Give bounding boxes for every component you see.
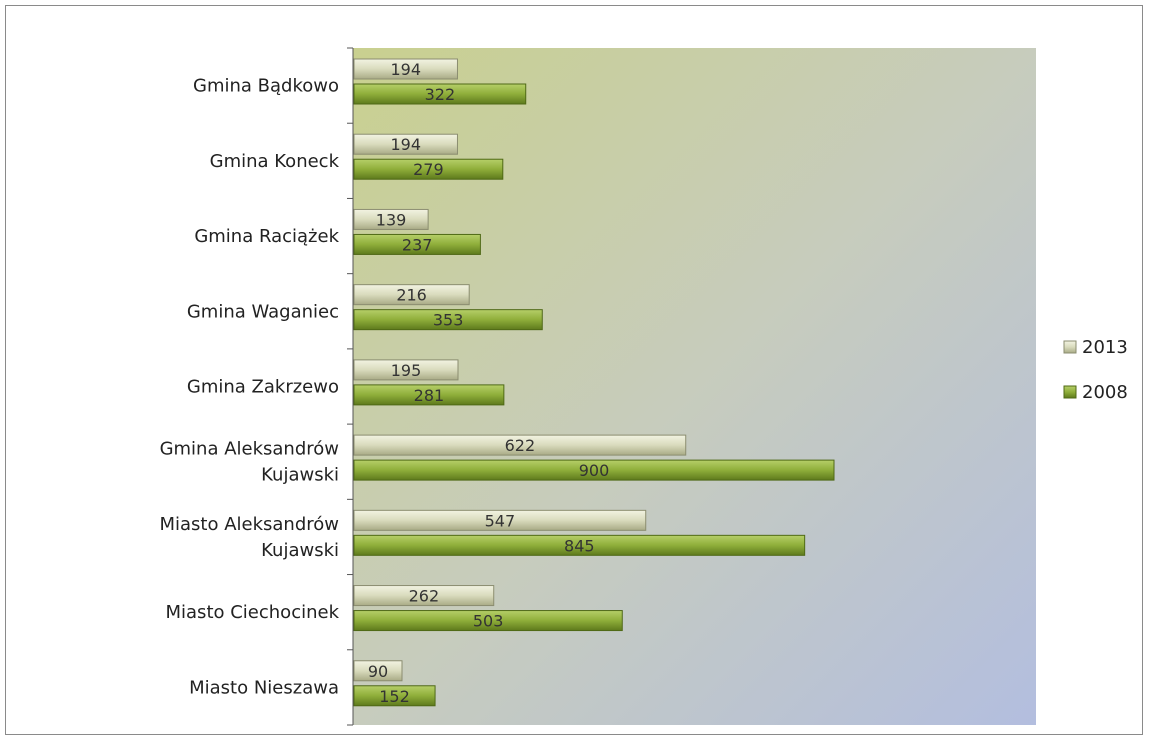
chart-frame: Gmina Bądkowo 194 322 Gmina Koneck 194 279 Gmi… xyxy=(5,5,1143,735)
bar-value-label: 622 xyxy=(505,436,536,455)
category-label: Gmina Zakrzewo xyxy=(187,377,339,398)
bar-2008 xyxy=(353,610,623,632)
bar-value-label: 845 xyxy=(564,536,595,555)
bar-2008 xyxy=(353,233,481,255)
bar-value-label: 322 xyxy=(425,85,456,104)
bar-value-label: 900 xyxy=(579,461,610,480)
bar-2008 xyxy=(353,459,835,481)
bar-value-label: 194 xyxy=(390,135,421,154)
bar-value-label: 281 xyxy=(414,386,445,405)
bar-value-label: 152 xyxy=(379,687,410,706)
category-label: Miasto Aleksandrów Kujawski xyxy=(159,514,339,561)
bar-value-label: 279 xyxy=(413,160,444,179)
legend-label-2008: 2008 xyxy=(1082,382,1128,403)
bar-value-label: 547 xyxy=(485,511,516,530)
bar-value-label: 195 xyxy=(391,361,422,380)
bar-2013 xyxy=(353,660,403,682)
bar-value-label: 262 xyxy=(409,587,440,606)
category-label: Gmina Aleksandrów Kujawski xyxy=(160,439,339,486)
legend-label-2013: 2013 xyxy=(1082,337,1128,358)
bar-2013 xyxy=(353,509,647,531)
bar-2013 xyxy=(353,133,458,155)
category-label: Gmina Waganiec xyxy=(187,301,339,322)
bar-2008 xyxy=(353,158,504,180)
category-label: Miasto Ciechocinek xyxy=(166,602,340,623)
bar-value-label: 90 xyxy=(368,662,388,681)
bar-2013 xyxy=(353,284,470,306)
bar-value-label: 237 xyxy=(402,235,433,254)
category-label: Miasto Nieszawa xyxy=(189,677,339,698)
bar-value-label: 194 xyxy=(390,60,421,79)
bar-2008 xyxy=(353,384,505,406)
category-label: Gmina Koneck xyxy=(210,151,340,172)
bar-2013 xyxy=(353,434,687,456)
bar-2013 xyxy=(353,58,458,80)
bar-2008 xyxy=(353,534,806,556)
bar-2008 xyxy=(353,685,436,707)
legend-swatch-2008 xyxy=(1063,385,1077,399)
category-label: Gmina Raciążek xyxy=(194,226,339,247)
bar-value-label: 139 xyxy=(376,210,407,229)
category-label: Gmina Bądkowo xyxy=(193,76,339,97)
bar-value-label: 353 xyxy=(433,311,464,330)
bar-2013 xyxy=(353,585,495,607)
bar-2008 xyxy=(353,83,527,105)
bar-2013 xyxy=(353,359,459,381)
bar-value-label: 216 xyxy=(396,286,427,305)
bar-2013 xyxy=(353,208,429,230)
bar-2008 xyxy=(353,309,543,331)
legend-swatch-2013 xyxy=(1063,340,1077,354)
bar-value-label: 503 xyxy=(473,612,504,631)
